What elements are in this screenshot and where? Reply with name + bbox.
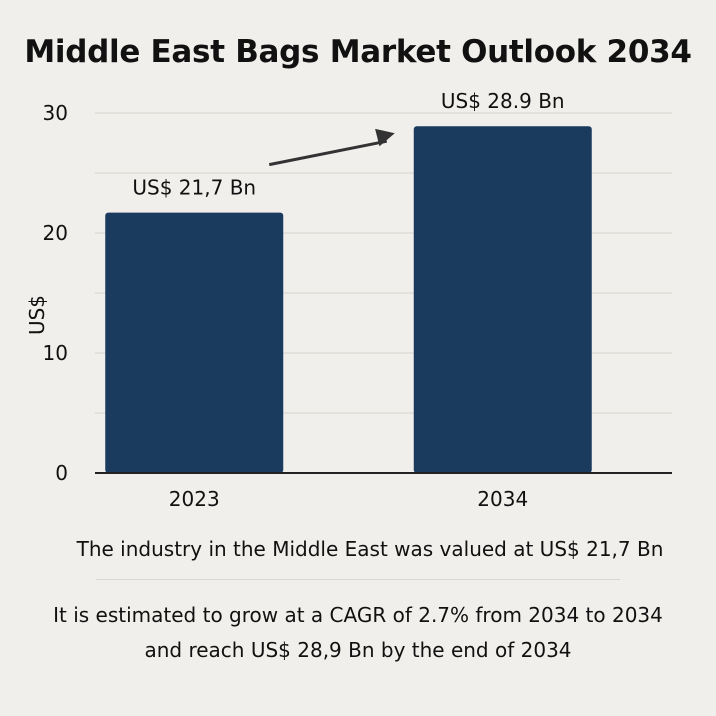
y-tick-label: 20 xyxy=(43,221,68,245)
data-label-2023: US$ 21,7 Bn xyxy=(132,176,256,200)
bar-2023 xyxy=(105,212,284,473)
y-axis-label: US$ xyxy=(25,295,49,335)
chart-title: Middle East Bags Market Outlook 2034 xyxy=(24,34,692,70)
divider xyxy=(96,579,620,580)
data-label-2034: US$ 28.9 Bn xyxy=(441,89,565,113)
growth-arrow-line xyxy=(268,139,388,167)
x-tick-label-2023: 2023 xyxy=(169,487,220,511)
y-tick-label: 0 xyxy=(55,461,68,485)
growth-arrow-head xyxy=(375,128,395,147)
y-tick-label: 30 xyxy=(43,101,68,125)
x-tick-label-2034: 2034 xyxy=(477,487,528,511)
market-value-text: The industry in the Middle East was valu… xyxy=(76,537,664,561)
bar-2034 xyxy=(413,126,592,473)
y-tick-label: 10 xyxy=(43,341,68,365)
growth-forecast-text: It is estimated to grow at a CAGR of 2.7… xyxy=(53,603,663,662)
